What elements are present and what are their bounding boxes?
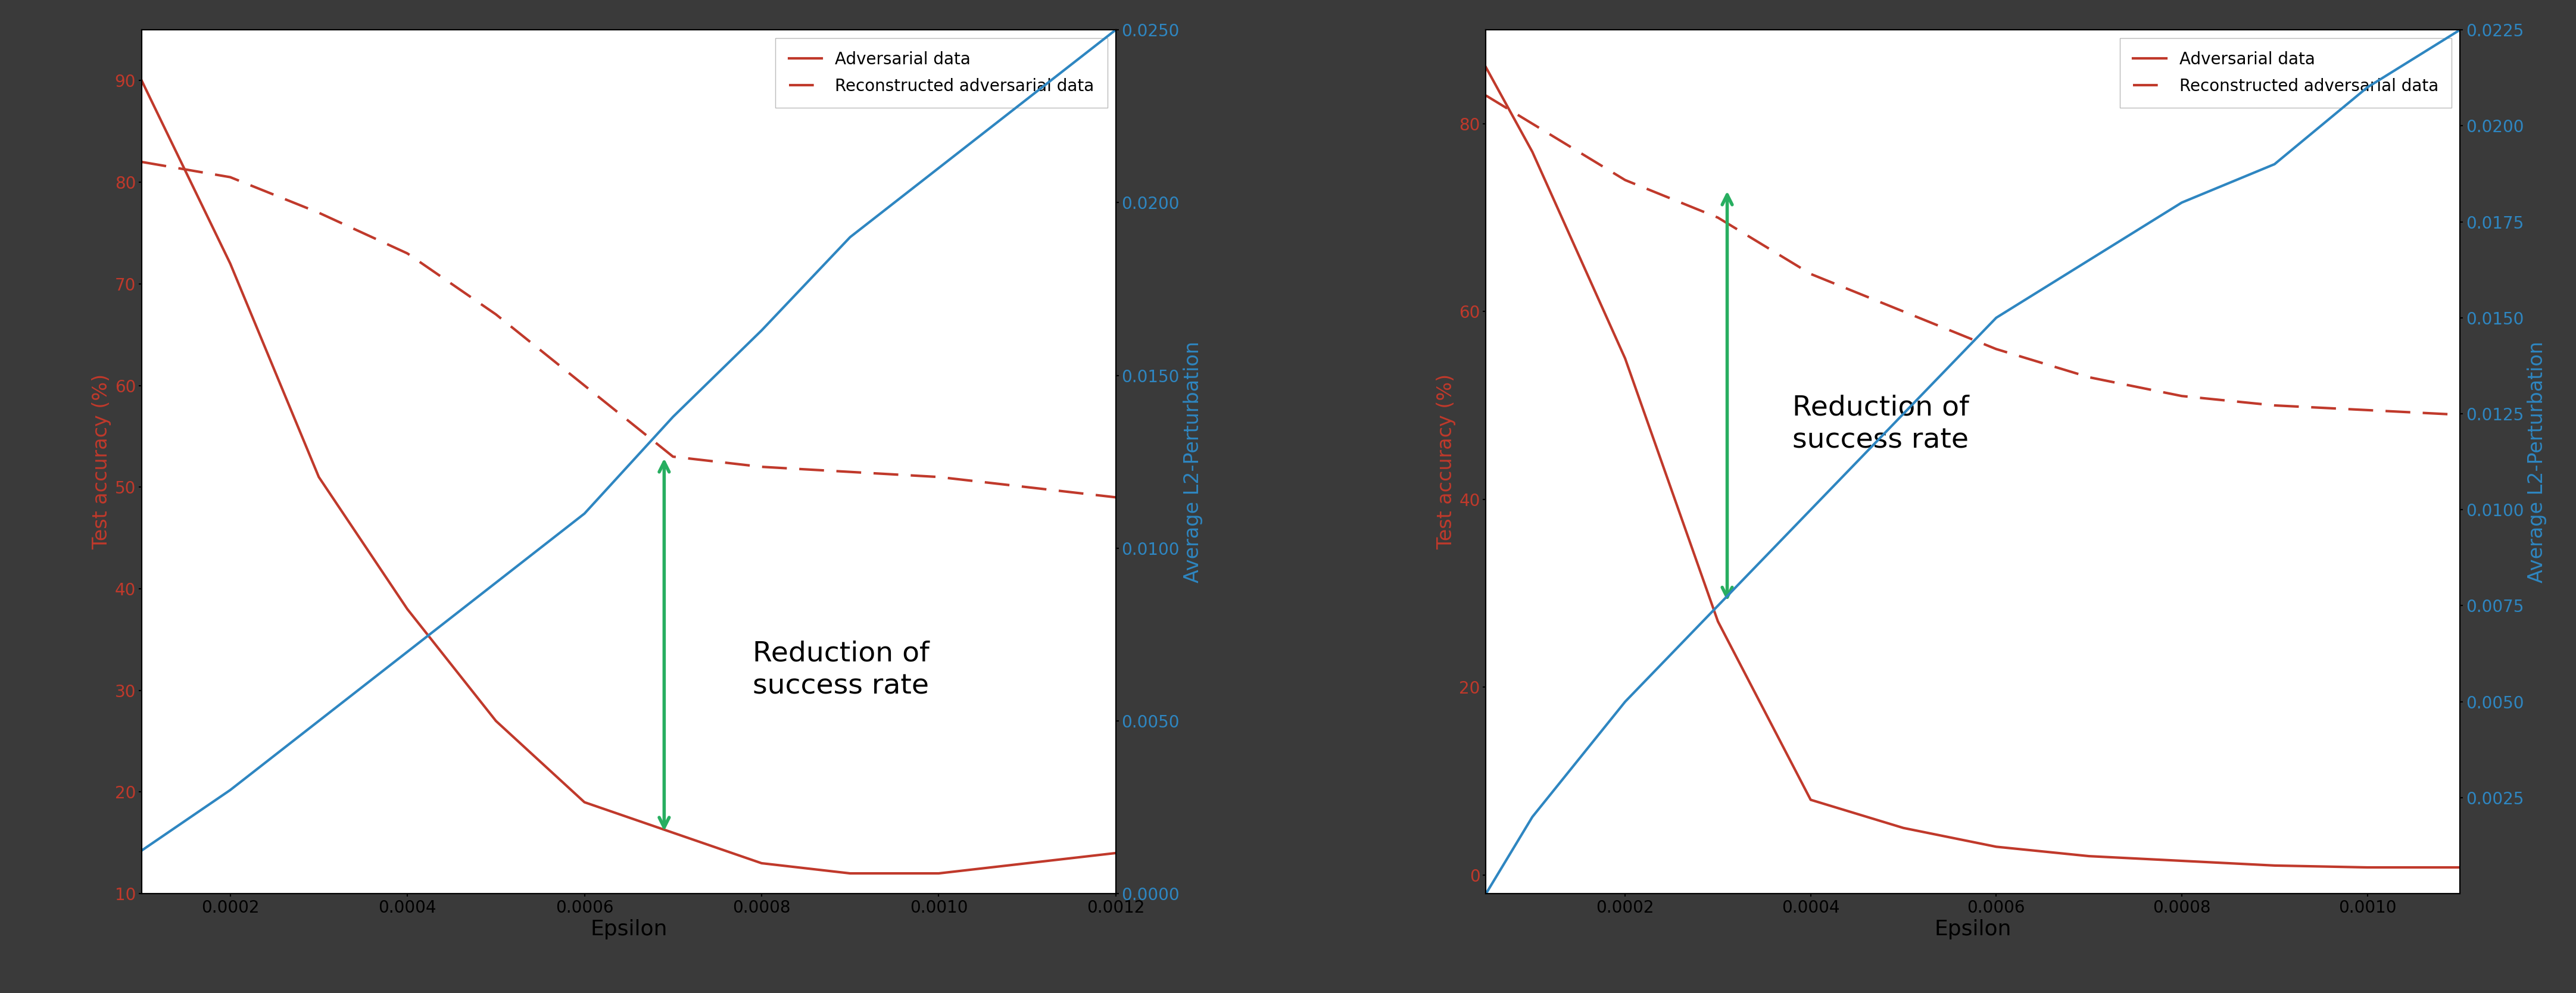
Reconstructed adversarial data [747, 461, 778, 473]
Reconstructed adversarial data [2352, 404, 2383, 416]
Y-axis label: Average L2-Perturbation: Average L2-Perturbation [2527, 341, 2548, 583]
Reconstructed adversarial data [1795, 268, 1826, 280]
Reconstructed adversarial data [569, 379, 600, 391]
Reconstructed adversarial data [1610, 174, 1641, 186]
Reconstructed adversarial data [657, 451, 688, 463]
Adversarial data [1610, 353, 1641, 364]
Y-axis label: Test accuracy (%): Test accuracy (%) [93, 374, 111, 549]
Reconstructed adversarial data [2259, 399, 2290, 411]
Adversarial data [747, 857, 778, 869]
Adversarial data [835, 868, 866, 880]
Adversarial data [126, 74, 157, 86]
Adversarial data [1888, 822, 1919, 834]
Adversarial data [1012, 857, 1043, 869]
Line: Adversarial data: Adversarial data [1486, 68, 2460, 868]
Text: Reduction of
success rate: Reduction of success rate [752, 640, 930, 700]
Adversarial data [922, 868, 953, 880]
Y-axis label: Test accuracy (%): Test accuracy (%) [1437, 374, 1455, 549]
Adversarial data [2445, 862, 2476, 874]
Legend: Adversarial data, Reconstructed adversarial data: Adversarial data, Reconstructed adversar… [2120, 38, 2452, 108]
Adversarial data [304, 471, 335, 483]
Reconstructed adversarial data [1471, 89, 1502, 101]
Adversarial data [2074, 850, 2105, 862]
Reconstructed adversarial data [1012, 482, 1043, 494]
Reconstructed adversarial data [922, 471, 953, 483]
Adversarial data [1795, 793, 1826, 805]
Reconstructed adversarial data [2074, 371, 2105, 383]
Adversarial data [569, 796, 600, 808]
Reconstructed adversarial data [835, 466, 866, 478]
Reconstructed adversarial data [1888, 306, 1919, 318]
Reconstructed adversarial data [482, 309, 513, 321]
Adversarial data [2259, 860, 2290, 872]
Adversarial data [2166, 855, 2197, 867]
Adversarial data [214, 257, 245, 269]
Line: Reconstructed adversarial data: Reconstructed adversarial data [142, 162, 1115, 497]
Adversarial data [2352, 862, 2383, 874]
Adversarial data [482, 715, 513, 727]
Reconstructed adversarial data [392, 247, 422, 259]
Reconstructed adversarial data [1981, 344, 2012, 355]
Adversarial data [1981, 841, 2012, 853]
Legend: Adversarial data, Reconstructed adversarial data: Adversarial data, Reconstructed adversar… [775, 38, 1108, 108]
Reconstructed adversarial data [126, 156, 157, 168]
Line: Adversarial data: Adversarial data [142, 80, 1115, 874]
Adversarial data [1703, 616, 1734, 628]
Reconstructed adversarial data [1517, 118, 1548, 130]
X-axis label: Epsilon: Epsilon [590, 920, 667, 939]
Text: Reduction of
success rate: Reduction of success rate [1793, 394, 1968, 454]
Reconstructed adversarial data [2445, 409, 2476, 421]
Adversarial data [1517, 146, 1548, 158]
Y-axis label: Average L2-Perturbation: Average L2-Perturbation [1182, 341, 1203, 583]
Adversarial data [1471, 62, 1502, 73]
Adversarial data [1100, 847, 1131, 859]
X-axis label: Epsilon: Epsilon [1935, 920, 2012, 939]
Reconstructed adversarial data [304, 207, 335, 218]
Adversarial data [657, 827, 688, 839]
Reconstructed adversarial data [2166, 390, 2197, 402]
Reconstructed adversarial data [214, 171, 245, 183]
Reconstructed adversarial data [1703, 212, 1734, 223]
Reconstructed adversarial data [1100, 492, 1131, 503]
Line: Reconstructed adversarial data: Reconstructed adversarial data [1486, 95, 2460, 415]
Adversarial data [392, 603, 422, 615]
